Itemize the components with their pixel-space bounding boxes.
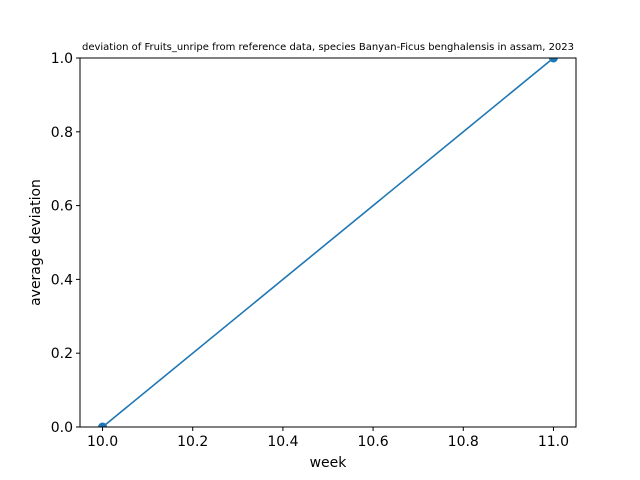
plot-area <box>98 58 558 427</box>
plot-frame <box>79 57 577 428</box>
x-tick-label: 10.2 <box>177 434 208 450</box>
x-tick-label: 10.0 <box>87 434 118 450</box>
x-axis-label: week <box>310 455 348 471</box>
y-tick-label: 1.0 <box>51 51 73 67</box>
series-line <box>102 58 554 427</box>
y-axis-label: average deviation <box>28 179 44 306</box>
x-tick-label: 10.4 <box>267 434 298 450</box>
y-tick-label: 0.0 <box>51 420 73 436</box>
data-point <box>98 422 108 427</box>
y-tick-label: 0.2 <box>51 346 73 362</box>
x-tick-label: 10.8 <box>448 434 479 450</box>
x-tick-label: 10.6 <box>358 434 389 450</box>
x-axis: 10.0 10.2 10.4 10.6 10.8 11.0 <box>87 427 569 450</box>
series-group <box>98 58 558 427</box>
data-point <box>548 58 558 63</box>
chart-title: deviation of Fruits_unripe from referenc… <box>82 42 574 53</box>
y-tick-label: 0.6 <box>51 199 73 215</box>
y-tick-label: 0.8 <box>51 125 73 141</box>
y-axis: 0.0 0.2 0.4 0.6 0.8 1.0 <box>51 51 80 436</box>
x-tick-label: 11.0 <box>538 434 569 450</box>
y-tick-label: 0.4 <box>51 272 73 288</box>
